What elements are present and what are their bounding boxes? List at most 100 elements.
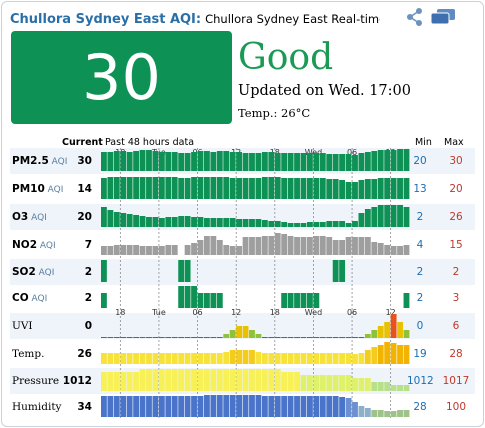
bar-humidity bbox=[287, 396, 294, 417]
max-value-o3: 26 bbox=[449, 211, 463, 223]
bar-o3 bbox=[120, 213, 127, 227]
bar-uvi bbox=[126, 337, 133, 338]
bar-no2 bbox=[139, 246, 146, 255]
bar-humidity bbox=[146, 396, 152, 417]
bar-co bbox=[287, 293, 294, 308]
bar-temp bbox=[152, 353, 159, 364]
bar-pm10 bbox=[229, 178, 236, 199]
bar-pm2-5 bbox=[120, 151, 127, 171]
bar-pressure bbox=[313, 375, 320, 391]
bar-no2 bbox=[358, 237, 365, 255]
bar-o3 bbox=[178, 216, 185, 227]
pollutant-name: CO bbox=[12, 292, 29, 304]
past-48h-header: Past 48 hours data bbox=[105, 137, 195, 148]
bar-o3 bbox=[268, 221, 275, 227]
bar-pm10 bbox=[390, 178, 397, 199]
max-value-uvi: 6 bbox=[452, 320, 460, 332]
bar-humidity bbox=[165, 396, 172, 417]
time-tick-label: 12 bbox=[386, 148, 396, 157]
time-tick-label-lower: 12 bbox=[231, 308, 241, 317]
bar-pm2-5 bbox=[403, 149, 410, 171]
bar-o3 bbox=[126, 214, 133, 227]
bar-o3 bbox=[313, 222, 320, 227]
bar-uvi bbox=[390, 314, 397, 338]
bar-pm2-5 bbox=[113, 151, 120, 171]
bar-pressure bbox=[358, 378, 365, 391]
bar-no2 bbox=[126, 245, 133, 255]
bar-humidity bbox=[274, 396, 281, 417]
bar-no2 bbox=[274, 233, 281, 255]
min-value-pressure: 1012 bbox=[407, 375, 434, 387]
bar-pressure bbox=[101, 372, 107, 391]
bar-pm2-5 bbox=[197, 151, 204, 171]
bar-no2 bbox=[390, 246, 397, 255]
bar-pm2-5 bbox=[126, 152, 133, 171]
bar-temp bbox=[210, 353, 217, 364]
bar-uvi bbox=[223, 334, 230, 338]
bar-uvi bbox=[358, 337, 365, 338]
bar-pm2-5 bbox=[313, 153, 320, 171]
bar-temp bbox=[184, 353, 191, 364]
share-icon[interactable] bbox=[406, 7, 424, 27]
bar-no2 bbox=[294, 237, 300, 255]
unit-label: AQI bbox=[28, 294, 48, 304]
bar-no2 bbox=[146, 246, 152, 255]
bar-uvi bbox=[261, 337, 268, 338]
bar-humidity bbox=[204, 395, 210, 417]
bar-pressure bbox=[178, 369, 185, 391]
bar-pm2-5 bbox=[358, 153, 365, 171]
screen-icon[interactable] bbox=[429, 8, 457, 26]
bar-pressure bbox=[126, 372, 133, 391]
bar-pressure bbox=[158, 369, 165, 391]
bar-temp bbox=[229, 350, 236, 364]
bar-o3 bbox=[397, 205, 403, 227]
bar-temp bbox=[242, 350, 249, 364]
max-value-pressure: 1017 bbox=[442, 375, 470, 387]
bar-no2 bbox=[268, 236, 275, 255]
bar-temp bbox=[352, 354, 358, 364]
bar-co bbox=[294, 293, 300, 308]
bar-uvi bbox=[133, 337, 140, 338]
bar-uvi bbox=[158, 337, 165, 338]
bar-pressure bbox=[165, 369, 172, 391]
bar-o3 bbox=[339, 221, 346, 227]
bar-temp bbox=[113, 353, 120, 364]
bar-pressure bbox=[236, 369, 243, 391]
max-value-so2: 2 bbox=[452, 266, 460, 278]
max-value-humidity: 100 bbox=[445, 401, 467, 413]
bar-pressure bbox=[364, 378, 371, 391]
bar-pressure bbox=[255, 369, 262, 391]
bar-o3 bbox=[204, 218, 210, 227]
min-value-o3: 2 bbox=[416, 211, 424, 223]
bar-o3 bbox=[307, 222, 313, 227]
bar-co bbox=[204, 293, 210, 308]
bar-humidity bbox=[294, 396, 300, 417]
row-label-co: CO AQI bbox=[12, 292, 47, 304]
bar-uvi bbox=[397, 322, 403, 338]
bar-humidity bbox=[397, 410, 403, 417]
bar-o3 bbox=[300, 223, 307, 227]
bar-pm2-5 bbox=[171, 152, 178, 171]
bar-humidity bbox=[268, 396, 275, 417]
bar-pm2-5 bbox=[249, 153, 255, 171]
bar-pm10 bbox=[101, 178, 107, 199]
bar-humidity bbox=[249, 395, 255, 417]
bar-temp bbox=[313, 353, 320, 364]
bar-o3 bbox=[326, 221, 333, 227]
bar-pressure bbox=[216, 369, 223, 391]
bar-o3 bbox=[191, 217, 197, 227]
bar-no2 bbox=[152, 246, 159, 255]
bar-pm10 bbox=[249, 178, 255, 199]
bar-humidity bbox=[261, 396, 268, 417]
bar-o3 bbox=[249, 219, 255, 227]
bar-o3 bbox=[287, 223, 294, 227]
bar-co bbox=[101, 293, 107, 308]
station-title[interactable]: Chullora Sydney East AQI: bbox=[10, 12, 202, 27]
bar-uvi bbox=[294, 337, 300, 338]
bar-humidity bbox=[300, 396, 307, 417]
bar-o3 bbox=[403, 207, 410, 227]
bar-o3 bbox=[216, 218, 223, 227]
bar-uvi bbox=[364, 334, 371, 338]
bar-pm10 bbox=[171, 177, 178, 199]
